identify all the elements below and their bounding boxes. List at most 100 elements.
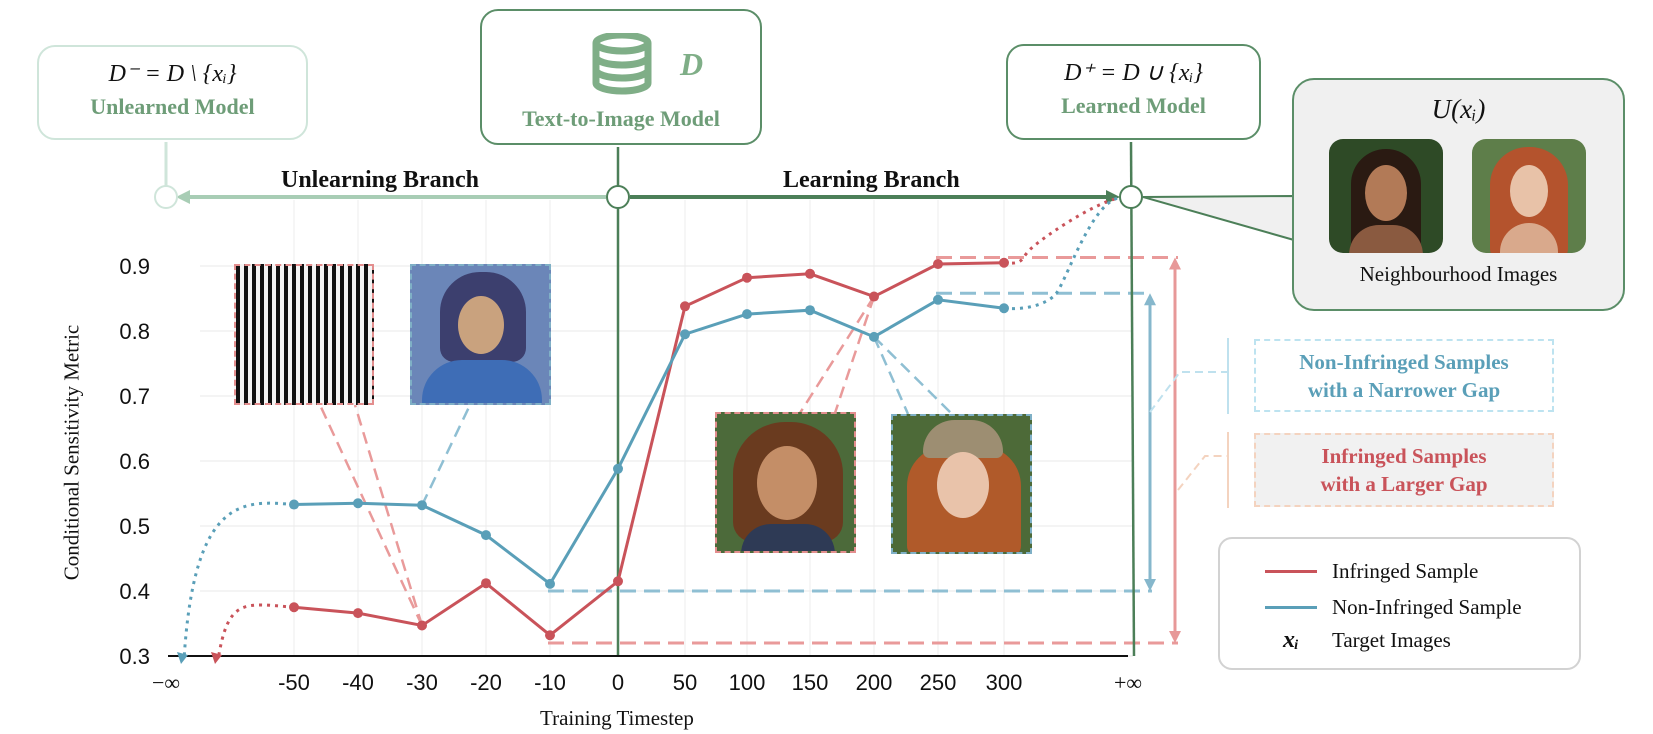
learned-model-label: Learned Model [1061, 93, 1206, 118]
legend: Infringed Sample Non-Infringed Sample xᵢ… [1218, 537, 1581, 670]
branch-node-1 [606, 185, 630, 209]
axes [154, 141, 1295, 657]
connector-non-infringed-portrait-a [872, 336, 910, 415]
data-point-200 [869, 331, 879, 342]
non-infringed-gap-arrow-head-top [1144, 293, 1156, 306]
neighbourhood-panel: U(xᵢ) Neighbourhood Images [1292, 78, 1625, 311]
tail-arrowhead-1 [177, 652, 188, 664]
image-connectors [318, 295, 953, 626]
connector-non-infringed-portrait-b [873, 335, 953, 415]
connector-blue-portrait [420, 404, 472, 506]
branch-node-0 [154, 185, 178, 209]
data-point-250 [933, 294, 943, 305]
connector-noise-right [318, 404, 424, 626]
non-infringed-gap-arrow-head-bottom [1144, 579, 1156, 591]
infringed-image-noise [234, 264, 374, 405]
infringed-gap-arrow-head-bottom [1169, 631, 1181, 643]
neighbour-image-1 [1329, 139, 1443, 253]
text-to-image-model-label: Text-to-Image Model [522, 106, 720, 131]
legend-item-non-infringed: Non-Infringed Sample [1220, 595, 1522, 620]
data-point--30 [417, 620, 427, 631]
x-tick-label: 200 [856, 670, 893, 695]
non-infringed-swatch [1265, 606, 1317, 609]
learned-axis-line [1129, 141, 1136, 657]
infringed-gap-callout: Infringed Samples with a Larger Gap [1254, 433, 1554, 507]
neighbourhood-title: U(xᵢ) [1431, 94, 1486, 124]
x-tick-label: +∞ [1114, 670, 1142, 695]
x-tick-label: -40 [342, 670, 374, 695]
data-point-0 [613, 576, 623, 587]
x-tick-label: -10 [534, 670, 566, 695]
unlearning-arrowhead [176, 190, 190, 204]
unlearned-model-label: Unlearned Model [90, 94, 255, 119]
unlearned-model-box: D⁻ = D \ {xᵢ} Unlearned Model [37, 45, 308, 140]
series-line-0 [293, 261, 1005, 638]
learning-arrowhead [1106, 190, 1120, 204]
shoulders-shape [741, 524, 835, 551]
infringed-swatch [1265, 570, 1317, 573]
y-tick-label: 0.7 [119, 384, 150, 409]
data-point-150 [805, 305, 815, 316]
y-axis-title: Conditional Sensitivity Metric [59, 324, 84, 581]
data-point-200 [869, 291, 879, 302]
connector-infringed-portrait-a [798, 295, 876, 414]
data-point--20 [481, 530, 491, 541]
tail-arrowhead-0 [211, 652, 222, 664]
non-infringed-gap-callout: Non-Infringed Samples with a Narrower Ga… [1254, 339, 1554, 412]
data-point--30 [417, 500, 427, 511]
x-tick-label: 250 [920, 670, 957, 695]
infringed-callout-line-2: with a Larger Gap [1320, 472, 1488, 496]
y-tick-label: 0.9 [119, 254, 150, 279]
tail-pos-inf-1 [1003, 196, 1119, 311]
x-tick-label: −∞ [152, 670, 180, 695]
branch-node-2 [1119, 185, 1143, 209]
legend-item-infringed: Infringed Sample [1220, 559, 1478, 584]
face-shape [458, 296, 504, 354]
infringed-callout-link [1177, 455, 1228, 491]
text-to-image-model-box: D Text-to-Image Model [480, 9, 762, 145]
data-point-0 [613, 463, 623, 474]
y-tick-label: 0.4 [119, 579, 150, 604]
series-layer [177, 196, 1119, 664]
learned-formula: D⁺ = D ∪ {xᵢ} [1064, 60, 1203, 86]
x-tick-label: 150 [792, 670, 829, 695]
unlearned-formula: D⁻ = D \ {xᵢ} [108, 61, 237, 87]
x-tick-label: -20 [470, 670, 502, 695]
gap-lines [548, 256, 1229, 645]
data-point-100 [742, 309, 752, 320]
target-symbol: xᵢ [1282, 627, 1300, 653]
x-tick-label: 100 [729, 670, 766, 695]
tail-neg-inf-0 [216, 603, 295, 661]
x-tick-label: 50 [673, 670, 697, 695]
legend-infringed-label: Infringed Sample [1332, 559, 1479, 583]
database-icon: D [592, 33, 703, 95]
non-infringed-callout-line-1: Non-Infringed Samples [1299, 349, 1509, 374]
face-shape [937, 452, 989, 518]
data-point--10 [545, 630, 555, 641]
connector-infringed-portrait-b [833, 296, 876, 414]
non-infringed-callout-link [1149, 371, 1228, 413]
x-axis-title: Training Timestep [540, 706, 694, 730]
learning-branch-label: Learning Branch [783, 167, 960, 193]
neighbour-image-2 [1472, 139, 1586, 253]
hat-shape [923, 420, 1003, 458]
infringed-image-portrait [715, 412, 856, 553]
data-point-250 [933, 259, 943, 270]
non-infringed-image-portrait-2 [891, 414, 1032, 554]
data-point--40 [353, 608, 363, 619]
y-tick-label: 0.3 [119, 644, 150, 669]
data-point-50 [680, 329, 690, 340]
learned-model-box: D⁺ = D ∪ {xᵢ} Learned Model [1006, 44, 1261, 140]
face-shape [1365, 165, 1407, 221]
tick-labels: 0.3 0.4 0.5 0.6 0.7 0.8 0.9 −∞ -50 -40 -30 -20 -10 0 5… [119, 254, 1142, 695]
legend-non-infringed-label: Non-Infringed Sample [1332, 595, 1522, 619]
tail-neg-inf-1 [182, 501, 295, 661]
face-shape [1510, 165, 1548, 217]
dataset-symbol: D [679, 46, 703, 82]
shoulders-shape [422, 360, 542, 403]
data-point-100 [742, 272, 752, 283]
y-tick-label: 0.6 [119, 449, 150, 474]
x-tick-label: -30 [406, 670, 438, 695]
data-point--20 [481, 578, 491, 589]
tail-pos-inf-0 [1003, 196, 1119, 265]
